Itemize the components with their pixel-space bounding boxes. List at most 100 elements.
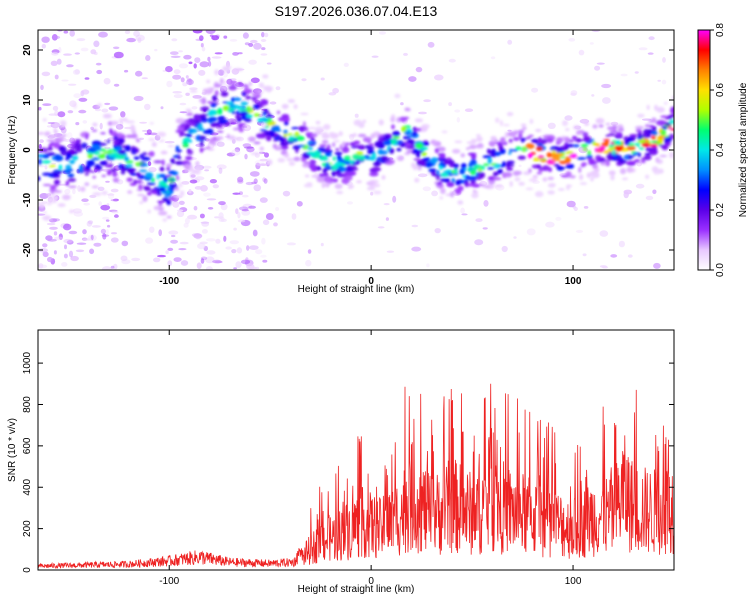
spectrogram-noise-cell <box>610 254 618 258</box>
spectrogram-noise-cell <box>190 174 196 178</box>
spectrogram-noise-cell <box>648 36 655 41</box>
spectrogram-cell <box>260 117 269 122</box>
spectrogram-cell <box>280 142 289 146</box>
spectrogram-cell <box>109 163 114 167</box>
spectrogram-noise-cell <box>52 105 59 111</box>
spectrogram-cell <box>394 93 401 99</box>
spectrogram-noise-cell <box>179 241 189 245</box>
spectrogram-cell <box>266 135 272 142</box>
spectrogram-cell <box>231 97 235 103</box>
spectrogram-cell <box>38 202 43 206</box>
spectrogram-noise-cell <box>418 111 427 115</box>
spectrogram-cell <box>349 142 356 146</box>
spectrogram-noise-cell <box>214 216 220 219</box>
spectrogram-cell <box>546 137 554 143</box>
spectrogram-noise-cell <box>137 37 142 43</box>
spectrogram-noise-cell <box>173 69 181 75</box>
spectrogram-cell <box>57 203 66 207</box>
spectrogram-cell <box>184 163 191 171</box>
spectrogram-cell <box>551 155 561 162</box>
spectrogram-cell <box>42 215 52 221</box>
spectrogram-noise-cell <box>102 233 107 240</box>
spectrogram-noise-cell <box>184 217 190 225</box>
spectrogram-cell <box>389 148 395 154</box>
spectrogram-noise-cell <box>236 247 243 254</box>
spectrogram-cell <box>414 128 422 132</box>
spectrogram-cell <box>627 154 634 160</box>
spectrogram-cell <box>53 142 60 149</box>
spectrogram-cell <box>482 185 490 188</box>
spectrogram-noise-cell <box>201 46 206 52</box>
spectrogram-noise-cell <box>578 49 585 56</box>
spectrogram-noise-cell <box>39 139 44 144</box>
spectrogram-cell <box>518 132 523 139</box>
spectrogram-cell <box>67 178 77 182</box>
spectrogram-cell <box>591 161 599 164</box>
spectrogram-cell <box>85 133 89 140</box>
spectrogram-cell <box>572 135 578 140</box>
spectrogram-noise-cell <box>42 103 52 106</box>
spectrogram-cell <box>99 160 108 166</box>
spectrogram-noise-cell <box>547 122 556 129</box>
spectrogram-cell <box>133 156 140 160</box>
spectrogram-cell <box>260 99 269 106</box>
spectrogram-cell <box>151 142 157 147</box>
spectrogram-cell <box>373 190 382 195</box>
spectrogram-cell <box>583 136 592 142</box>
spectrogram-cell <box>579 182 588 185</box>
spectrogram-cell <box>666 141 671 146</box>
spectrogram-cell <box>527 153 533 159</box>
colorbar-tick-label: 0.8 <box>715 23 726 37</box>
spectrogram-cell <box>323 176 333 183</box>
spectrogram-cell <box>592 141 596 146</box>
spectrogram-cell <box>54 169 59 172</box>
spectrogram-noise-cell <box>170 239 179 244</box>
spectrogram-cell <box>645 124 650 128</box>
spectrogram-cell <box>58 164 63 171</box>
spectrogram-noise-cell <box>94 108 102 112</box>
spectrogram-noise-cell <box>115 123 124 130</box>
spectrogram-x-tick-label: 100 <box>565 276 582 287</box>
spectrogram-cell <box>107 149 113 152</box>
spectrogram-cell <box>586 154 593 160</box>
spectrogram-noise-cell <box>98 31 108 38</box>
spectrogram-cell <box>381 175 386 180</box>
spectrogram-noise-cell <box>634 71 639 74</box>
spectrogram-cell <box>266 159 273 166</box>
spectrogram-cell <box>413 158 421 161</box>
spectrogram-cell <box>572 144 580 148</box>
spectrogram-cell <box>565 128 570 131</box>
spectrogram-cell <box>322 162 327 167</box>
spectrogram-cell <box>626 145 636 151</box>
spectrogram-cell <box>469 144 477 150</box>
spectrogram-noise-cell <box>167 260 173 267</box>
spectrogram-cell <box>469 160 477 166</box>
spectrogram-cell <box>378 119 384 126</box>
spectrogram-cell <box>418 126 428 132</box>
spectrogram-noise-cell <box>57 111 66 118</box>
spectrogram-cell <box>244 118 252 123</box>
spectrogram-cell <box>223 122 231 126</box>
spectrogram-noise-cell <box>662 57 666 63</box>
spectrogram-cell <box>91 185 99 189</box>
spectrogram-cell <box>659 154 668 158</box>
spectrogram-cell <box>500 137 506 144</box>
spectrogram-cell <box>136 172 141 178</box>
spectrogram-cell <box>547 190 555 195</box>
spectrogram-cell <box>550 146 560 150</box>
spectrogram-cell <box>556 153 564 157</box>
spectrogram-cell <box>113 135 118 140</box>
spectrogram-noise-cell <box>185 75 189 79</box>
spectrogram-noise-cell <box>38 165 46 168</box>
spectrogram-cell <box>566 144 575 148</box>
spectrogram-cell <box>103 151 114 155</box>
spectrogram-noise-cell <box>200 258 205 264</box>
spectrogram-cell <box>48 143 53 149</box>
spectrogram-noise-cell <box>206 250 216 255</box>
spectrogram-y-tick-label: 20 <box>22 44 33 56</box>
spectrogram-cell <box>276 110 281 115</box>
spectrogram-cell <box>280 137 285 143</box>
spectrogram-cell <box>91 144 100 150</box>
spectrogram-cell <box>91 157 100 161</box>
spectrogram-cell <box>277 157 286 163</box>
